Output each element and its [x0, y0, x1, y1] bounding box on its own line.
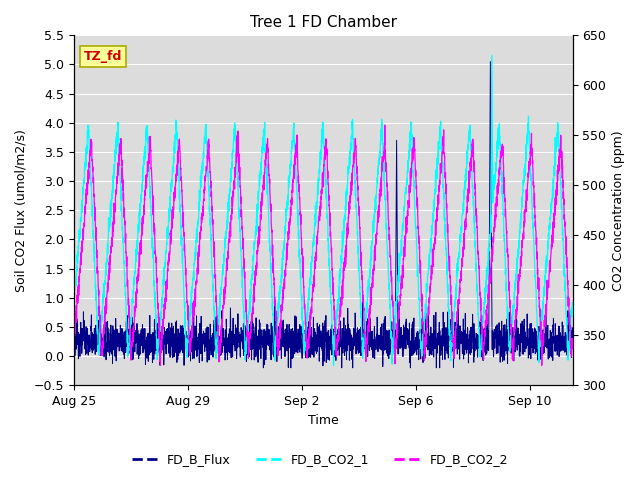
- Text: TZ_fd: TZ_fd: [84, 50, 122, 63]
- Y-axis label: Soil CO2 Flux (umol/m2/s): Soil CO2 Flux (umol/m2/s): [15, 129, 28, 292]
- Y-axis label: CO2 Concentration (ppm): CO2 Concentration (ppm): [612, 130, 625, 291]
- Legend: FD_B_Flux, FD_B_CO2_1, FD_B_CO2_2: FD_B_Flux, FD_B_CO2_1, FD_B_CO2_2: [127, 448, 513, 471]
- X-axis label: Time: Time: [308, 414, 339, 427]
- Title: Tree 1 FD Chamber: Tree 1 FD Chamber: [250, 15, 397, 30]
